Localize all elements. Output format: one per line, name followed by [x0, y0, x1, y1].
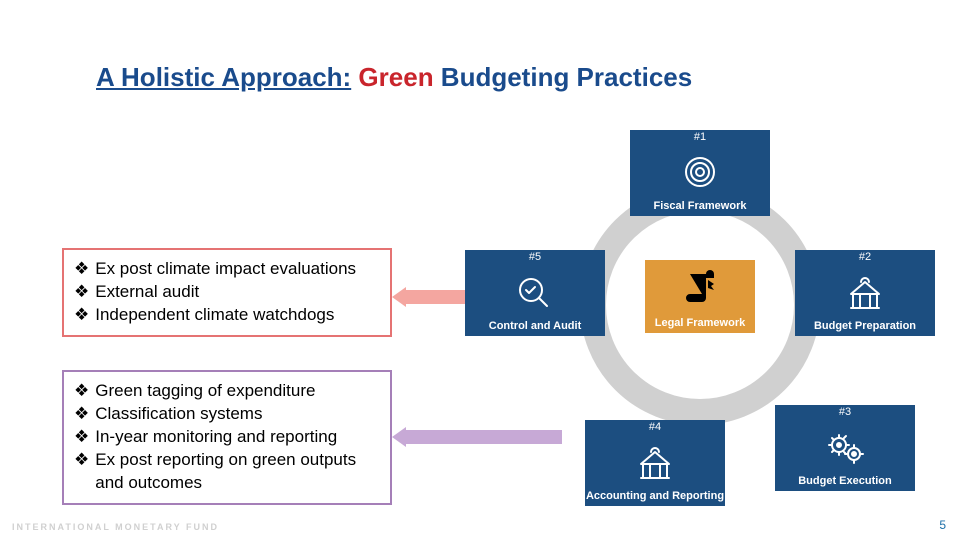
bullet-icon: ❖ — [74, 380, 89, 403]
cycle-node-label: Accounting and Reporting — [585, 488, 725, 506]
title-part2-red: Green — [351, 62, 433, 92]
bullet-text: Classification systems — [95, 403, 262, 426]
cycle-node-label: Fiscal Framework — [630, 198, 770, 216]
title-part1: A Holistic Approach: — [96, 62, 351, 92]
bullet-icon: ❖ — [74, 258, 89, 281]
cycle-node: #1 Fiscal Framework — [630, 130, 770, 216]
cycle-node-tag: #3 — [775, 405, 915, 419]
cycle-node-tag: #2 — [795, 250, 935, 264]
cycle-center-node: Legal Framework — [645, 260, 755, 333]
scroll-icon — [645, 266, 755, 311]
cycle-diagram: #1 Fiscal Framework #2 Budget Preparatio… — [470, 140, 930, 500]
slide-title: A Holistic Approach: Green Budgeting Pra… — [96, 62, 692, 93]
audit-icon — [465, 270, 605, 314]
cycle-node: #3 Budget Execution — [775, 405, 915, 491]
bullet-text: Ex post climate impact evaluations — [95, 258, 356, 281]
connector-arrow-1 — [392, 290, 472, 304]
bullet-text: Green tagging of expenditure — [95, 380, 315, 403]
bullet-icon: ❖ — [74, 426, 89, 449]
bullet-box-1: ❖ Ex post climate impact evaluations ❖ Ext… — [62, 248, 392, 337]
title-part2-blue: Budgeting Practices — [434, 62, 693, 92]
cycle-node: #2 Budget Preparation — [795, 250, 935, 336]
capitol-icon — [585, 440, 725, 484]
cycle-node: #4 Accounting and Reporting — [585, 420, 725, 506]
cycle-node: #5 Control and Audit — [465, 250, 605, 336]
cycle-node-tag: #4 — [585, 420, 725, 434]
capitol-icon — [795, 270, 935, 314]
bullet-icon: ❖ — [74, 403, 89, 426]
bullet-text: Ex post reporting on green outputs and o… — [95, 449, 380, 495]
cycle-node-label: Control and Audit — [465, 318, 605, 336]
cycle-node-label: Budget Execution — [775, 473, 915, 491]
bullet-box-2: ❖ Green tagging of expenditure ❖ Classific… — [62, 370, 392, 505]
cycle-node-tag: #5 — [465, 250, 605, 264]
cycle-center-label: Legal Framework — [645, 315, 755, 333]
target-icon — [630, 150, 770, 194]
bullet-text: Independent climate watchdogs — [95, 304, 334, 327]
cycle-node-tag: #1 — [630, 130, 770, 144]
bullet-icon: ❖ — [74, 449, 89, 495]
bullet-icon: ❖ — [74, 281, 89, 304]
bullet-text: In-year monitoring and reporting — [95, 426, 337, 449]
bullet-icon: ❖ — [74, 304, 89, 327]
page-number: 5 — [939, 518, 946, 532]
cycle-node-label: Budget Preparation — [795, 318, 935, 336]
gears-icon — [775, 425, 915, 469]
bullet-text: External audit — [95, 281, 199, 304]
footer-org: INTERNATIONAL MONETARY FUND — [12, 522, 219, 532]
